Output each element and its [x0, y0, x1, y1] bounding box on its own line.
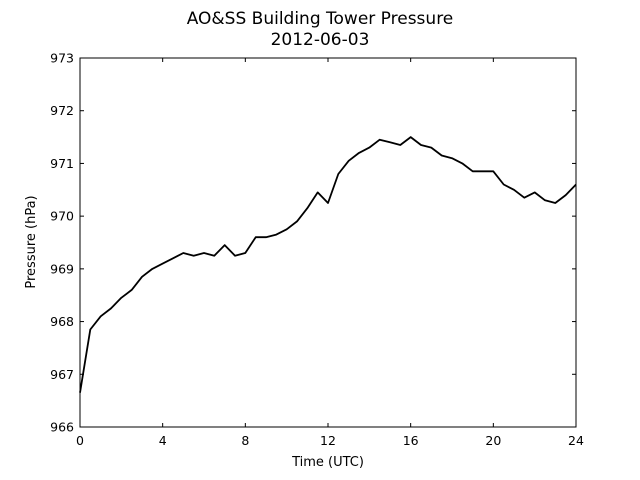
y-tick-label: 968: [50, 314, 74, 329]
x-axis-label: Time (UTC): [291, 455, 364, 470]
x-tick-label: 8: [241, 433, 249, 448]
x-tick-label: 20: [485, 433, 501, 448]
chart-title: AO&SS Building Tower Pressure: [187, 9, 454, 29]
x-tick-label: 16: [403, 433, 419, 448]
y-tick-label: 973: [50, 51, 74, 66]
x-tick-label: 4: [159, 433, 167, 448]
y-tick-label: 971: [50, 156, 74, 171]
y-tick-label: 967: [50, 367, 74, 382]
x-tick-label: 24: [568, 433, 584, 448]
plot-frame: [79, 57, 577, 428]
y-axis-label: Pressure (hPa): [24, 195, 39, 288]
y-tick-label: 970: [50, 209, 74, 224]
y-tick-label: 972: [50, 103, 74, 118]
y-tick-label: 969: [50, 261, 74, 276]
x-tick-label: 12: [320, 433, 336, 448]
x-tick-label: 0: [76, 433, 84, 448]
plot-area: 0 4 8 12 16 20 24 966 967 968 969 970 971 972 973: [50, 51, 584, 449]
chart-subtitle: 2012-06-03: [271, 30, 370, 50]
y-tick-label: 966: [50, 420, 74, 435]
pressure-line-series-0: [79, 136, 577, 393]
